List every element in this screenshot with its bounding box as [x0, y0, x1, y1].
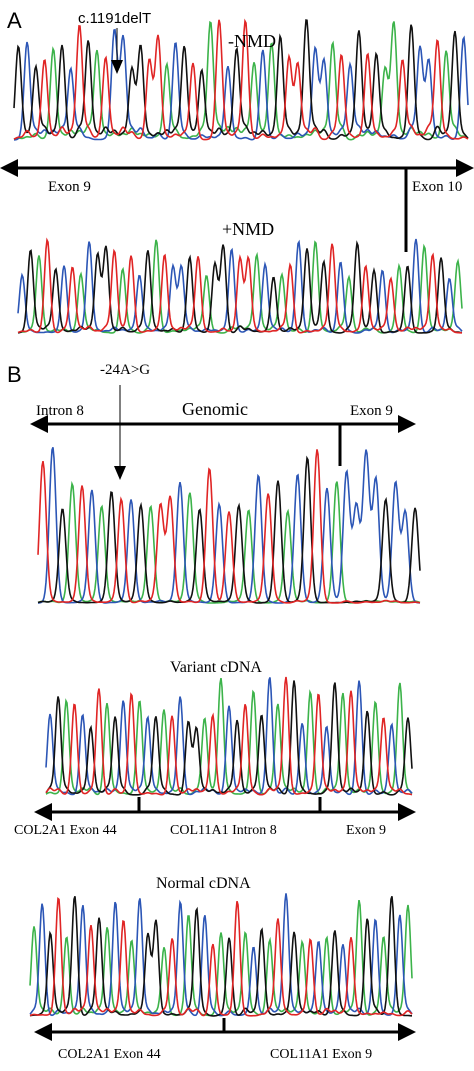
plus-nmd-label: +NMD	[222, 219, 275, 239]
panel-label-a: A	[7, 8, 22, 33]
genomic-label: Genomic	[182, 399, 248, 419]
col11a1-intron8-label-variant: COL11A1 Intron 8	[170, 823, 277, 838]
plus-nmd-trace	[17, 237, 463, 334]
variant-cdna-trace-a	[45, 677, 413, 796]
normal-cdna-trace-c	[29, 893, 413, 1017]
genomic-trace-c	[38, 447, 421, 604]
variant-cdna-trace-c	[45, 677, 413, 796]
minus-nmd-trace-a	[13, 20, 469, 141]
plus-nmd-trace-g	[17, 240, 463, 334]
normal-cdna-label: Normal cDNA	[156, 875, 251, 892]
normal-cdna-trace	[29, 893, 413, 1017]
intron8-label-b: Intron 8	[36, 403, 84, 419]
variant-cdna-trace	[45, 676, 413, 796]
genomic-trace-g	[37, 455, 421, 604]
mutation-label-a: c.1191delT	[78, 10, 152, 27]
mutation-label-b: -24A>G	[100, 362, 151, 378]
mutation-arrow-a	[111, 28, 123, 74]
col2a1-exon44-label-normal: COL2A1 Exon 44	[58, 1047, 161, 1062]
normal-cdna-trace-a	[29, 899, 413, 1017]
plus-nmd-trace-c	[17, 238, 463, 334]
variant-cdna-trace-g	[45, 680, 413, 796]
plus-nmd-trace-t	[17, 237, 463, 334]
exon-axis-a	[0, 159, 474, 177]
exon9-label-a: Exon 9	[48, 179, 91, 195]
genomic-trace-t	[37, 449, 421, 604]
variant-cdna-trace-t	[45, 676, 413, 796]
genomic-trace	[37, 447, 421, 604]
col2a1-exon44-label-variant: COL2A1 Exon 44	[14, 823, 117, 838]
mutation-arrow-b	[114, 385, 126, 480]
minus-nmd-trace-c	[13, 28, 469, 141]
panel-label-b: B	[7, 362, 22, 387]
minus-nmd-label: -NMD	[228, 31, 276, 51]
normal-cdna-axis	[34, 1018, 416, 1041]
exon9-label-variant: Exon 9	[346, 823, 387, 838]
col11a1-exon9-label-normal: COL11A1 Exon 9	[270, 1047, 373, 1062]
exon10-label-a: Exon 10	[412, 179, 463, 195]
genomic-axis	[30, 415, 416, 466]
exon9-label-b: Exon 9	[350, 403, 393, 419]
minus-nmd-trace-t	[13, 18, 469, 141]
variant-cdna-label: Variant cDNA	[170, 659, 262, 676]
variant-cdna-axis	[34, 797, 416, 821]
normal-cdna-trace-t	[29, 897, 413, 1017]
minus-nmd-trace	[13, 18, 469, 141]
normal-cdna-trace-g	[29, 896, 412, 1017]
